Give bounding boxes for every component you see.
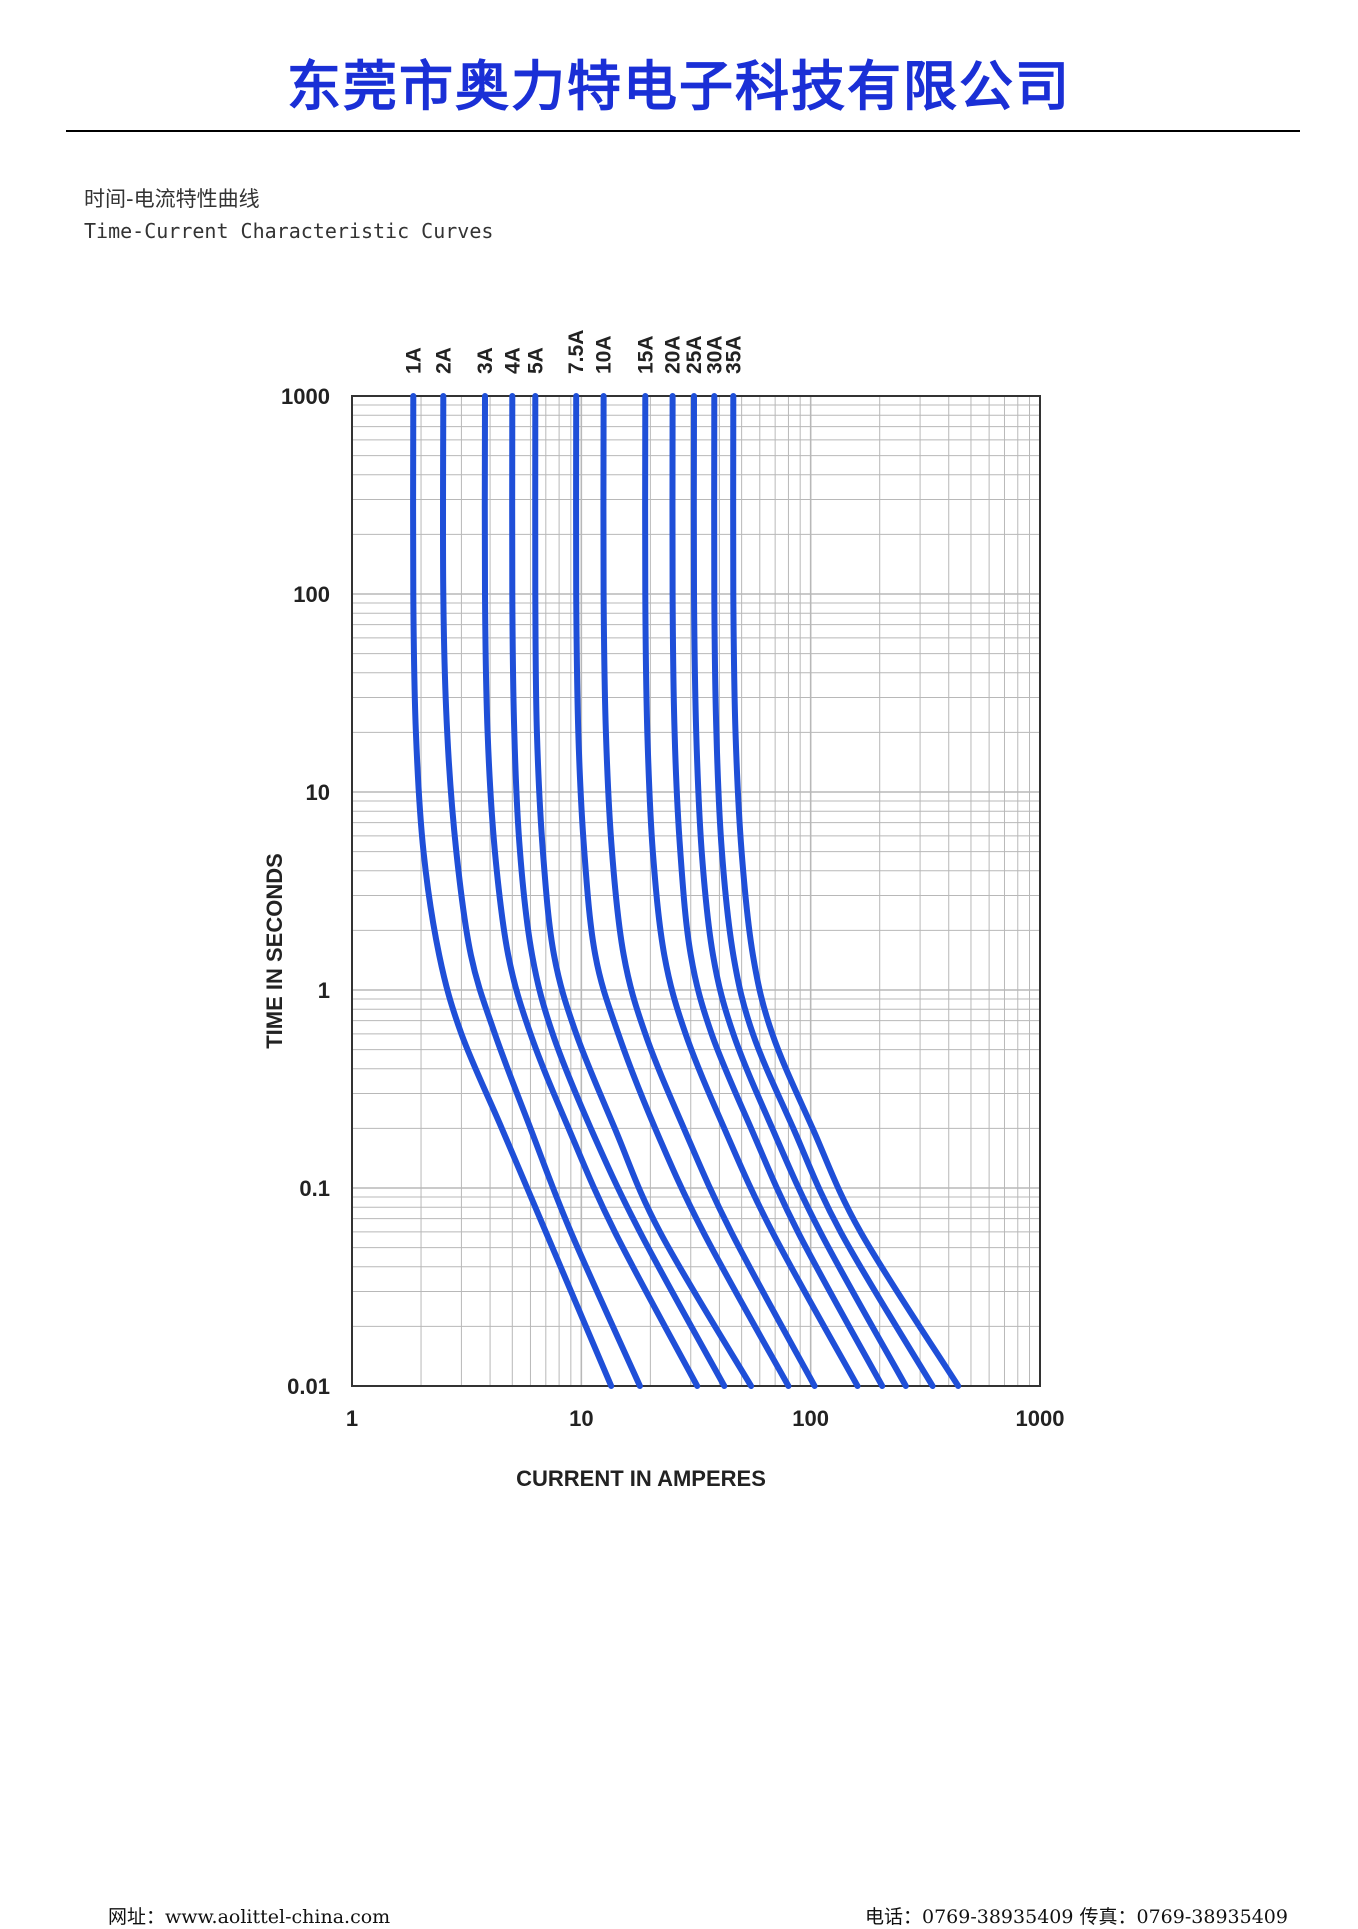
series-label: 7.5A	[565, 330, 588, 374]
series-label: 3A	[474, 347, 497, 374]
x-axis-label: CURRENT IN AMPERES	[516, 1466, 766, 1491]
company-name: 东莞市奥力特电子科技有限公司	[287, 55, 1071, 118]
series-label: 15A	[634, 335, 657, 374]
curve-1A	[410, 393, 615, 1389]
x-tick-label: 10	[569, 1406, 593, 1431]
chart-curves	[410, 393, 962, 1389]
series-label: 25A	[683, 335, 706, 374]
time-current-chart: 1 10 100 1000 1000 100 10 1 0.1 0.01 1A 2A 3A 4A 5A 7.…	[262, 330, 1064, 1491]
y-tick-label: 10	[306, 780, 330, 805]
curve-3A	[481, 393, 701, 1389]
y-axis-label: TIME IN SECONDS	[262, 853, 287, 1049]
curve-30A	[711, 393, 936, 1389]
curve-4A	[509, 393, 728, 1389]
series-label: 20A	[662, 335, 685, 374]
series-label: 35A	[722, 335, 745, 374]
series-label: 10A	[593, 335, 616, 374]
footer-contact: 电话：0769-38935409 传真：0769-38935409	[864, 1906, 1288, 1928]
y-tick-label: 0.01	[287, 1374, 330, 1399]
curve-15A	[642, 393, 861, 1389]
curve-25A	[690, 393, 909, 1389]
y-tick-label: 1000	[281, 384, 330, 409]
curve-10A	[600, 393, 818, 1389]
curve-20A	[669, 393, 886, 1389]
y-tick-label: 100	[293, 582, 330, 607]
series-label: 30A	[703, 335, 726, 374]
series-label: 4A	[501, 347, 524, 374]
x-tick-label: 100	[792, 1406, 829, 1431]
subtitle-en: Time-Current Characteristic Curves	[84, 219, 494, 243]
series-label: 2A	[432, 347, 455, 374]
curve-7.5A	[573, 393, 792, 1389]
x-tick-label: 1000	[1016, 1406, 1065, 1431]
footer-website: 网址：www.aolittel-china.com	[108, 1906, 391, 1928]
curve-5A	[532, 393, 755, 1389]
chart-ticks: 1 10 100 1000 1000 100 10 1 0.1 0.01	[281, 384, 1064, 1431]
series-label: 1A	[402, 347, 425, 374]
curve-2A	[439, 393, 643, 1389]
series-label: 5A	[524, 347, 547, 374]
curve-35A	[730, 393, 962, 1389]
header-divider	[66, 130, 1300, 132]
x-tick-label: 1	[346, 1406, 358, 1431]
y-tick-label: 1	[318, 978, 330, 1003]
subtitle-cn: 时间-电流特性曲线	[84, 187, 260, 211]
y-tick-label: 0.1	[299, 1176, 330, 1201]
